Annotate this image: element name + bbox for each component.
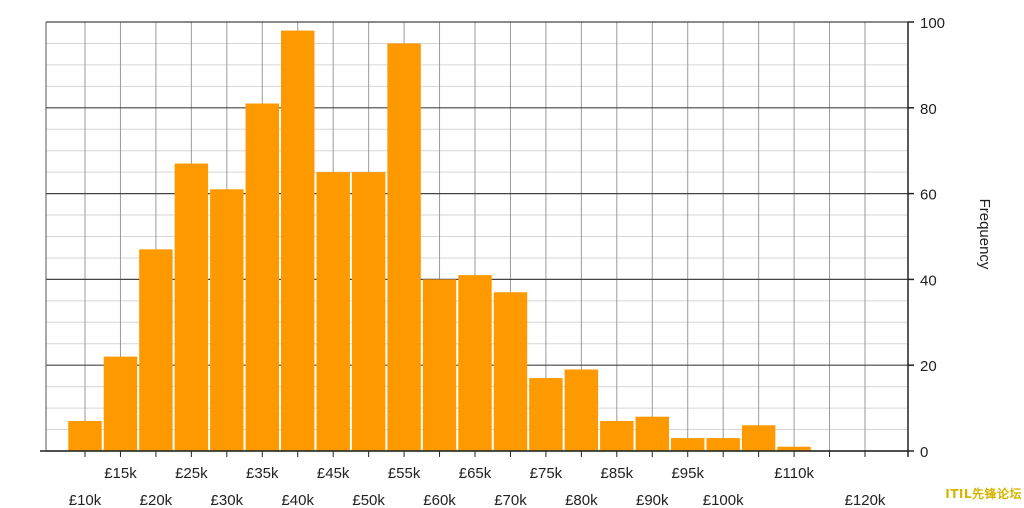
x-tick-label: £30k — [211, 492, 244, 508]
histogram-bar — [174, 163, 209, 451]
x-tick-label: £15k — [104, 465, 137, 482]
x-tick-label: £120k — [845, 492, 886, 508]
axes — [40, 21, 914, 457]
x-tick-label: £35k — [246, 465, 279, 482]
x-tick-label: £65k — [459, 465, 492, 482]
histogram-bar — [387, 43, 421, 451]
histogram-bar — [564, 369, 599, 451]
x-tick-label: £60k — [423, 492, 456, 508]
histogram-bar — [68, 420, 102, 451]
x-tick-label: £70k — [494, 492, 527, 508]
x-tick-label: £85k — [601, 465, 634, 482]
histogram-bar — [529, 378, 563, 451]
x-tick-label: £100k — [703, 492, 744, 508]
x-tick-label: £95k — [671, 465, 704, 482]
x-tick-label: £110k — [774, 465, 814, 482]
x-tick-label: £25k — [175, 465, 208, 482]
y-tick-label: 100 — [920, 15, 945, 32]
histogram-bar — [316, 172, 350, 451]
watermark: ITIL先锋论坛 — [945, 487, 1022, 501]
histogram-bar — [493, 292, 528, 451]
y-tick-label: 40 — [920, 272, 937, 289]
histogram-bar — [103, 356, 138, 451]
y-axis-label: Frequency — [976, 199, 993, 270]
x-tick-label: £75k — [530, 465, 563, 482]
x-tick-label: £90k — [636, 492, 669, 508]
x-tick-label: £45k — [317, 465, 350, 482]
histogram-bar — [600, 420, 634, 451]
histogram-bar — [706, 438, 740, 451]
x-tick-label: £50k — [352, 492, 385, 508]
y-tick-labels: 0 20 40 60 80 100 — [920, 15, 945, 461]
histogram-bar — [351, 172, 386, 451]
histogram-bar — [671, 438, 705, 451]
histogram-bar — [281, 30, 315, 452]
x-tick-label: £20k — [140, 492, 173, 508]
histogram-bar — [422, 279, 457, 451]
histogram-bar — [741, 425, 776, 451]
y-tick-label: 20 — [920, 358, 937, 375]
histogram-bar — [139, 249, 173, 451]
histogram-bar — [635, 416, 669, 451]
x-tick-label: £55k — [388, 465, 421, 482]
x-tick-label: £40k — [281, 492, 314, 508]
x-tick-label: £10k — [69, 492, 102, 508]
x-tick-labels: £15k £25k £35k £45k £55k £65k £75k £85k £95k £110… — [69, 465, 886, 508]
x-tick-label: £80k — [565, 492, 598, 508]
histogram-bar — [458, 275, 492, 451]
histogram-bars — [68, 30, 811, 452]
y-tick-label: 80 — [920, 101, 937, 118]
y-tick-label: 60 — [920, 187, 937, 204]
histogram-bar — [777, 446, 811, 451]
histogram-bar — [210, 189, 244, 451]
histogram-bar — [245, 103, 279, 451]
y-tick-label: 0 — [920, 444, 928, 461]
